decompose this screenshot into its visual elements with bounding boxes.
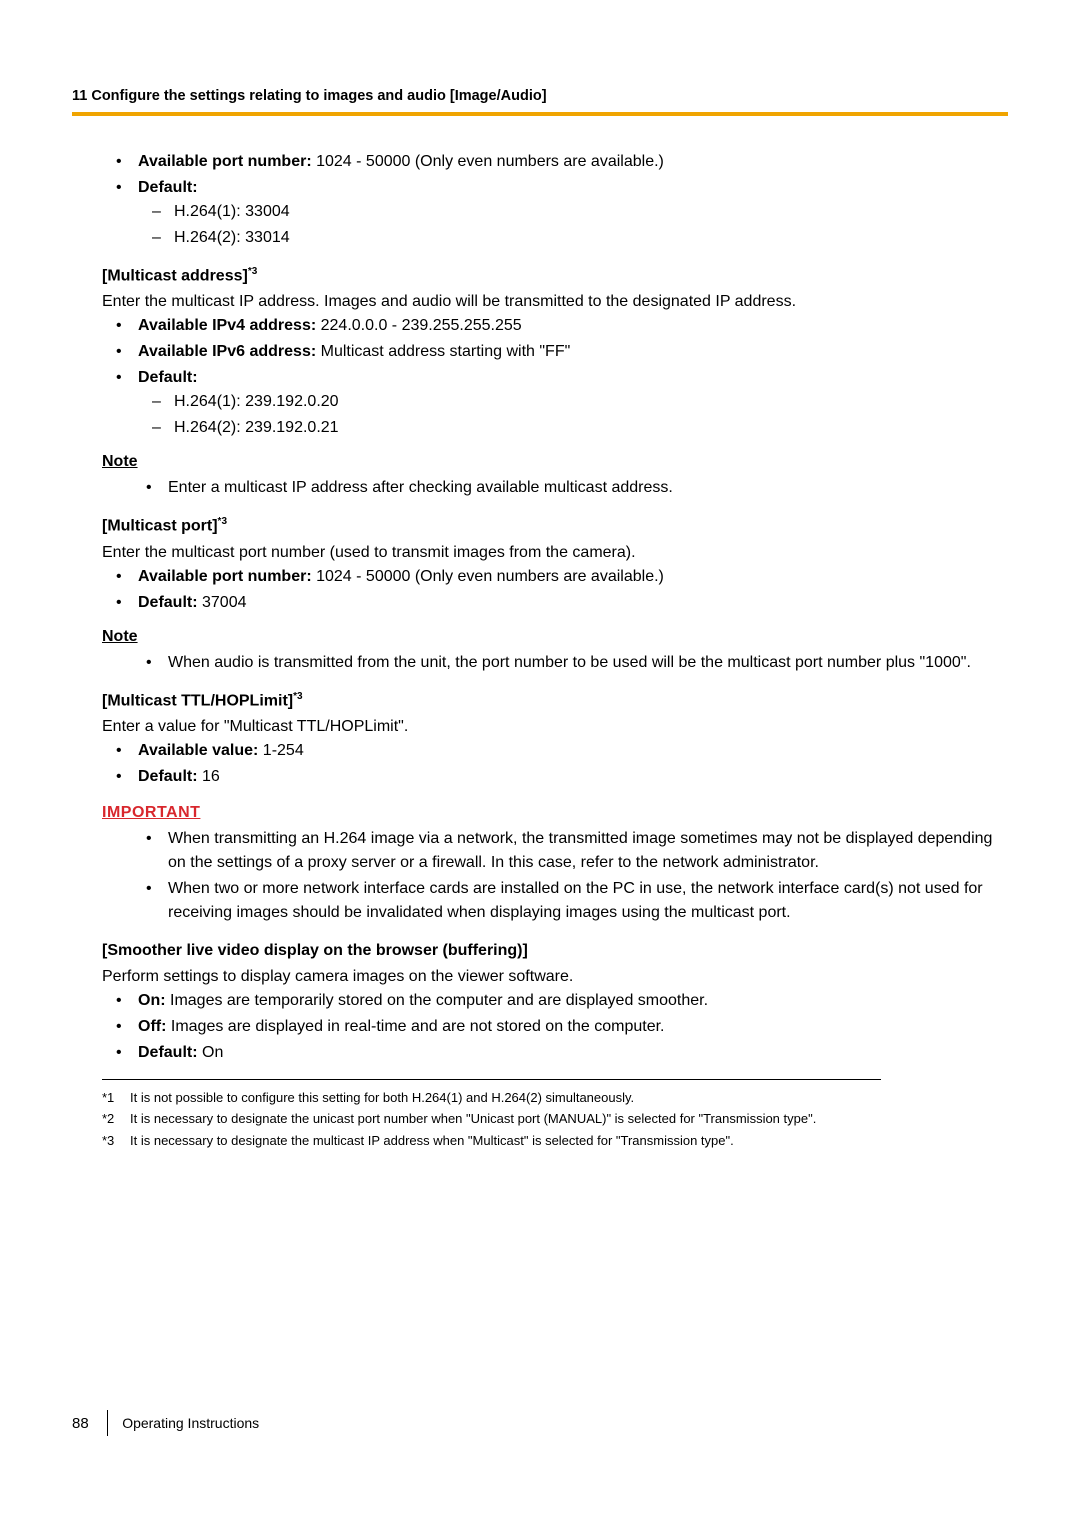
footnotes: *1It is not possible to configure this s…	[102, 1088, 1008, 1151]
footnote-rule	[102, 1079, 881, 1080]
heading-sup: *3	[218, 516, 227, 527]
s1-available-port: Available port number: 1024 - 50000 (Onl…	[102, 150, 1008, 174]
important-heading: IMPORTANT	[102, 801, 1008, 825]
s5-on: On: Images are temporarily stored on the…	[102, 989, 1008, 1013]
footnote-3: *3It is necessary to designate the multi…	[102, 1131, 1008, 1151]
value: 16	[198, 768, 220, 785]
s3-default: Default: 37004	[102, 591, 1008, 615]
s4-list: Available value: 1-254 Default: 16	[102, 739, 1008, 789]
s5-list: On: Images are temporarily stored on the…	[102, 989, 1008, 1065]
footnote-text: It is necessary to designate the multica…	[130, 1131, 734, 1151]
value: 1-254	[258, 742, 303, 759]
page-number: 88	[72, 1415, 89, 1432]
s4-avail: Available value: 1-254	[102, 739, 1008, 763]
s2-default-list: H.264(1): 239.192.0.20 H.264(2): 239.192…	[138, 390, 1008, 440]
footnote-marker: *3	[102, 1131, 130, 1151]
s5-desc: Perform settings to display camera image…	[102, 965, 1008, 989]
s5-default: Default: On	[102, 1041, 1008, 1065]
heading-sup: *3	[248, 266, 257, 277]
label: Available IPv6 address:	[138, 343, 316, 360]
s1-default-1: H.264(1): 33004	[138, 200, 1008, 224]
s3-avail: Available port number: 1024 - 50000 (Onl…	[102, 565, 1008, 589]
s5-heading: [Smoother live video display on the brow…	[102, 939, 1008, 963]
s4-heading: [Multicast TTL/HOPLimit]*3	[102, 689, 1008, 713]
s1-default-2: H.264(2): 33014	[138, 226, 1008, 250]
footer-title: Operating Instructions	[122, 1415, 259, 1431]
page-footer: 88 Operating Instructions	[72, 1410, 1008, 1436]
value: 1024 - 50000 (Only even numbers are avai…	[312, 568, 664, 585]
label: Available port number:	[138, 568, 312, 585]
s1-list: Available port number: 1024 - 50000 (Onl…	[102, 150, 1008, 250]
label: Off:	[138, 1018, 166, 1035]
footer-divider	[107, 1410, 109, 1436]
value: Multicast address starting with "FF"	[316, 343, 570, 360]
s3-note-list: When audio is transmitted from the unit,…	[102, 651, 1008, 675]
s3-note-item: When audio is transmitted from the unit,…	[132, 651, 1008, 675]
s1-default-list: H.264(1): 33004 H.264(2): 33014	[138, 200, 1008, 250]
footnote-2: *2It is necessary to designate the unica…	[102, 1109, 1008, 1129]
s4-default: Default: 16	[102, 765, 1008, 789]
s3-list: Available port number: 1024 - 50000 (Onl…	[102, 565, 1008, 615]
label: On:	[138, 992, 166, 1009]
chapter-header: 11 Configure the settings relating to im…	[72, 88, 1008, 112]
value: 1024 - 50000 (Only even numbers are avai…	[312, 153, 664, 170]
s2-default-1: H.264(1): 239.192.0.20	[138, 390, 1008, 414]
s5-off: Off: Images are displayed in real-time a…	[102, 1015, 1008, 1039]
label: Default:	[138, 1044, 198, 1061]
s2-desc: Enter the multicast IP address. Images a…	[102, 290, 1008, 314]
header-rule	[72, 112, 1008, 116]
s2-default-2: H.264(2): 239.192.0.21	[138, 416, 1008, 440]
label: Default:	[138, 369, 198, 386]
value: Images are temporarily stored on the com…	[166, 992, 709, 1009]
s2-note-heading: Note	[102, 450, 1008, 474]
s1-default: Default: H.264(1): 33004 H.264(2): 33014	[102, 176, 1008, 250]
footnote-marker: *1	[102, 1088, 130, 1108]
s2-heading: [Multicast address]*3	[102, 264, 1008, 288]
s3-heading: [Multicast port]*3	[102, 514, 1008, 538]
label: Default:	[138, 594, 198, 611]
label: Default:	[138, 179, 198, 196]
important-list: When transmitting an H.264 image via a n…	[102, 827, 1008, 925]
footnote-text: It is not possible to configure this set…	[130, 1088, 634, 1108]
main-content: Available port number: 1024 - 50000 (Onl…	[72, 150, 1008, 1150]
s3-note-heading: Note	[102, 625, 1008, 649]
s2-default: Default: H.264(1): 239.192.0.20 H.264(2)…	[102, 366, 1008, 440]
footnote-marker: *2	[102, 1109, 130, 1129]
s2-ipv4: Available IPv4 address: 224.0.0.0 - 239.…	[102, 314, 1008, 338]
value: On	[198, 1044, 224, 1061]
footnote-text: It is necessary to designate the unicast…	[130, 1109, 816, 1129]
label: Default:	[138, 768, 198, 785]
s2-ipv6: Available IPv6 address: Multicast addres…	[102, 340, 1008, 364]
value: Images are displayed in real-time and ar…	[166, 1018, 664, 1035]
important-item-2: When two or more network interface cards…	[132, 877, 1008, 925]
heading-text: [Multicast address]	[102, 267, 248, 284]
label: Available value:	[138, 742, 258, 759]
label: Available port number:	[138, 153, 312, 170]
value: 224.0.0.0 - 239.255.255.255	[316, 317, 522, 334]
heading-text: [Multicast port]	[102, 518, 218, 535]
heading-sup: *3	[293, 691, 302, 702]
heading-text: [Multicast TTL/HOPLimit]	[102, 692, 293, 709]
s4-desc: Enter a value for "Multicast TTL/HOPLimi…	[102, 715, 1008, 739]
footnote-1: *1It is not possible to configure this s…	[102, 1088, 1008, 1108]
important-item-1: When transmitting an H.264 image via a n…	[132, 827, 1008, 875]
s2-note-list: Enter a multicast IP address after check…	[102, 476, 1008, 500]
value: 37004	[198, 594, 247, 611]
s3-desc: Enter the multicast port number (used to…	[102, 541, 1008, 565]
label: Available IPv4 address:	[138, 317, 316, 334]
s2-note-item: Enter a multicast IP address after check…	[132, 476, 1008, 500]
s2-list: Available IPv4 address: 224.0.0.0 - 239.…	[102, 314, 1008, 440]
